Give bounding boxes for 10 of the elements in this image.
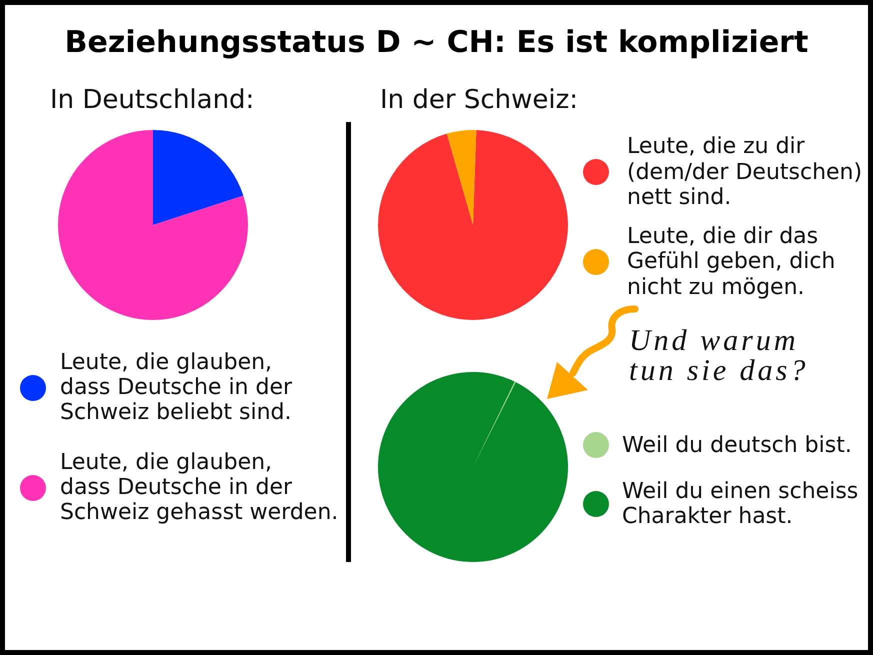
- legend-label: Leute, die zu dir (dem/der Deutschen) nett sind.: [627, 134, 862, 210]
- legend-label: Leute, die glauben, dass Deutsche in der Schweiz gehasst werden.: [60, 450, 338, 525]
- legend-label: Weil du deutsch bist.: [622, 432, 852, 458]
- legend-label: Leute, die dir das Gefühl geben, dich nicht zu mögen.: [627, 224, 836, 300]
- legend-label: Weil du einen scheiss Charakter hast.: [622, 479, 858, 529]
- chart-subtitle: In Deutschland:: [50, 85, 254, 115]
- chart-subtitle: In der Schweiz:: [380, 85, 578, 115]
- legend-label: Leute, die glauben, dass Deutsche in der Schweiz beliebt sind.: [60, 350, 292, 425]
- text: Beziehungsstatus D ~ CH: Es ist kompliziert: [64, 25, 810, 61]
- text: Und warum tun sie das?: [629, 324, 808, 387]
